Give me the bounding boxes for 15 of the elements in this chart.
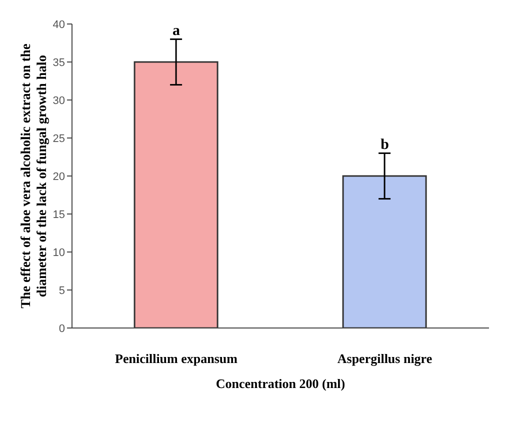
y-tick-label: 40 <box>52 18 65 31</box>
y-tick-label: 10 <box>52 246 65 259</box>
y-tick-label: 35 <box>52 56 65 69</box>
y-axis-title: The effect of aloe vera alcoholic extract on the diameter of the lack of fungal growth halo <box>18 44 49 308</box>
annotation: a <box>172 23 180 40</box>
x-axis-title: Concentration 200 (ml) <box>216 376 346 391</box>
y-tick-label: 0 <box>58 322 65 335</box>
annotation: b <box>380 137 389 154</box>
y-tick-label: 15 <box>52 208 65 221</box>
y-tick-label: 25 <box>52 132 65 145</box>
x-tick-label: Aspergillus nigre <box>337 351 432 366</box>
y-tick-label: 5 <box>58 284 65 297</box>
x-tick-label: Penicillium expansum <box>115 351 238 366</box>
y-tick-label: 30 <box>52 94 65 107</box>
y-tick-label: 20 <box>52 170 65 183</box>
